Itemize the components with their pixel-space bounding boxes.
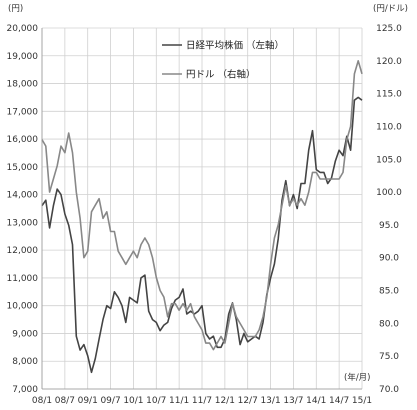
legend: 日経平均株価 （左軸） 円ドル （右軸） <box>162 40 284 81</box>
y-right-tick-label: 120.0 <box>376 57 402 67</box>
y-left-tick-label: 11,000 <box>7 274 39 284</box>
x-tick-label: 15/1 <box>352 396 372 406</box>
y-right-tick-label: 85.0 <box>379 287 399 297</box>
x-tick-label: 08/7 <box>55 396 75 406</box>
x-tick-label: 08/1 <box>32 396 52 406</box>
y-right-tick-label: 80.0 <box>379 319 399 329</box>
y-left-tick-label: 12,000 <box>7 246 39 256</box>
y-left-tick-label: 7,000 <box>12 385 38 395</box>
y-left-tick-label: 8,000 <box>12 357 38 367</box>
y-right-tick-label: 75.0 <box>379 352 399 362</box>
y-left-tick-label: 20,000 <box>7 24 39 34</box>
y-right-tick-label: 100.0 <box>376 188 402 198</box>
axes: (円) (円/ドル) (年/月) 7,000 8,000 9,000 10,000 11… <box>7 4 409 406</box>
y-left-tick-label: 10,000 <box>7 302 39 312</box>
x-tick-label: 14/7 <box>329 396 349 406</box>
x-tick-label: 09/7 <box>100 396 120 406</box>
x-tick-label: 13/1 <box>260 396 280 406</box>
legend-label-nikkei: 日経平均株価 （左軸） <box>186 40 284 52</box>
x-tick-label: 09/1 <box>78 396 98 406</box>
series-lines <box>41 59 363 374</box>
y-left-tick-label: 9,000 <box>12 329 38 339</box>
series-line-usdjpy <box>41 59 363 351</box>
y-left-tick-label: 16,000 <box>7 135 39 145</box>
y-right-tick-label: 115.0 <box>376 90 402 100</box>
x-axis-unit: (年/月) <box>344 372 371 383</box>
x-tick-label: 12/1 <box>215 396 235 406</box>
x-tick-label: 10/1 <box>123 396 143 406</box>
y-left-tick-label: 18,000 <box>7 80 39 90</box>
x-tick-label: 12/7 <box>238 396 258 406</box>
y-left-tick-label: 15,000 <box>7 163 39 173</box>
y-right-tick-label: 105.0 <box>376 155 402 165</box>
y-right-tick-label: 110.0 <box>376 122 402 132</box>
y-right-tick-label: 90.0 <box>379 254 399 264</box>
x-tick-label: 14/1 <box>306 396 326 406</box>
x-tick-label: 11/7 <box>192 396 212 406</box>
y-right-tick-label: 95.0 <box>379 221 399 231</box>
legend-label-yen: 円ドル （右軸） <box>186 69 256 81</box>
x-tick-label: 10/7 <box>146 396 166 406</box>
y-right-tick-label: 125.0 <box>376 24 402 34</box>
x-tick-label: 11/1 <box>169 396 189 406</box>
y-left-tick-label: 13,000 <box>7 218 39 228</box>
series-line-nikkei <box>41 96 363 374</box>
grid-lines <box>41 27 363 390</box>
y-right-tick-label: 70.0 <box>379 385 399 395</box>
y-left-tick-label: 14,000 <box>7 191 39 201</box>
right-axis-unit: (円/ドル) <box>373 4 408 14</box>
y-left-tick-label: 19,000 <box>7 52 39 62</box>
left-axis-unit: (円) <box>8 4 23 14</box>
y-left-tick-label: 17,000 <box>7 107 39 117</box>
x-tick-label: 13/7 <box>283 396 303 406</box>
